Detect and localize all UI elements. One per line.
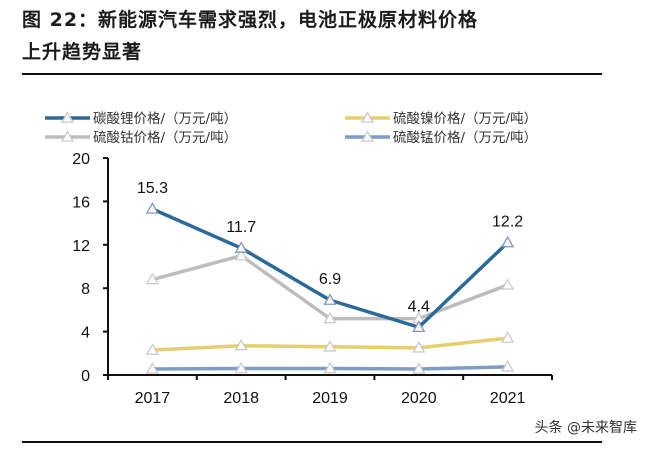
data-point-marker bbox=[412, 362, 426, 374]
legend-label: 硫酸镍价格/（万元/吨） bbox=[393, 111, 537, 127]
title-divider bbox=[22, 73, 602, 75]
legend-label: 硫酸钴价格/（万元/吨） bbox=[93, 130, 237, 146]
data-point-marker bbox=[412, 320, 426, 333]
data-point-marker bbox=[323, 361, 337, 374]
y-tick-label: 8 bbox=[81, 281, 90, 298]
data-point-marker bbox=[234, 361, 248, 374]
x-tick-label: 2021 bbox=[490, 390, 526, 407]
series-3 bbox=[145, 360, 515, 374]
legend-item: 碳酸锂价格/（万元/吨） bbox=[45, 111, 237, 127]
legend: 碳酸锂价格/（万元/吨） 硫酸镍价格/（万元/吨） 硫酸钴价格/（万元/吨） 硫酸锰价… bbox=[45, 111, 537, 146]
data-point-marker bbox=[145, 343, 160, 355]
data-point-marker bbox=[60, 130, 75, 142]
x-tick-label: 2020 bbox=[401, 390, 437, 407]
series-group bbox=[145, 202, 515, 374]
axes: 0 4 8 12 16 20 2017 2018 2019 2020 2021 bbox=[72, 151, 553, 407]
y-tick-label: 0 bbox=[81, 368, 90, 385]
x-tick-label: 2017 bbox=[135, 390, 171, 407]
y-tick-label: 20 bbox=[72, 151, 90, 168]
legend-label: 硫酸锰价格/（万元/吨） bbox=[393, 130, 537, 146]
data-point-marker bbox=[145, 202, 160, 214]
data-point-marker bbox=[500, 278, 515, 290]
y-tick-label: 4 bbox=[81, 325, 90, 342]
data-point-marker bbox=[360, 111, 375, 123]
series-1 bbox=[145, 331, 515, 355]
data-point-marker bbox=[234, 338, 248, 351]
data-point-marker bbox=[360, 130, 375, 142]
legend-item: 硫酸锰价格/（万元/吨） bbox=[345, 130, 537, 146]
data-label: 11.7 bbox=[226, 219, 256, 236]
data-label: 12.2 bbox=[492, 214, 523, 231]
series-line bbox=[151, 207, 509, 330]
legend-item: 硫酸钴价格/（万元/吨） bbox=[45, 130, 237, 146]
legend-label: 碳酸锂价格/（万元/吨） bbox=[93, 111, 237, 127]
data-label: 6.9 bbox=[319, 271, 341, 288]
data-point-marker bbox=[323, 339, 337, 352]
data-point-marker bbox=[412, 341, 426, 353]
data-point-marker bbox=[500, 235, 515, 248]
data-label: 15.3 bbox=[137, 180, 168, 197]
figure-title: 图 22：新能源汽车需求强烈，电池正极原材料价格 上升趋势显著 bbox=[22, 4, 622, 68]
figure-title-line1: 图 22：新能源汽车需求强烈，电池正极原材料价格 bbox=[22, 9, 479, 31]
data-point-marker bbox=[145, 272, 160, 285]
data-point-marker bbox=[60, 111, 75, 123]
data-point-marker bbox=[234, 248, 248, 261]
x-tick-label: 2018 bbox=[223, 390, 259, 407]
legend-item: 硫酸镍价格/（万元/吨） bbox=[345, 111, 537, 127]
series-0 bbox=[145, 202, 515, 333]
data-point-marker bbox=[323, 293, 337, 305]
data-labels: 15.3 11.7 6.9 4.4 12.2 bbox=[137, 180, 523, 315]
x-tick-label: 2019 bbox=[312, 390, 348, 407]
data-point-marker bbox=[234, 241, 248, 253]
data-point-marker bbox=[500, 331, 515, 343]
data-point-marker bbox=[323, 311, 337, 324]
bottom-divider bbox=[22, 441, 602, 443]
data-label: 4.4 bbox=[408, 298, 430, 315]
watermark: 头条 @未来智库 bbox=[534, 420, 637, 436]
figure-title-line2: 上升趋势显著 bbox=[22, 41, 143, 63]
y-tick-label: 12 bbox=[72, 238, 90, 255]
y-tick-label: 16 bbox=[72, 194, 90, 211]
data-point-marker bbox=[145, 362, 160, 374]
data-point-marker bbox=[500, 360, 515, 372]
